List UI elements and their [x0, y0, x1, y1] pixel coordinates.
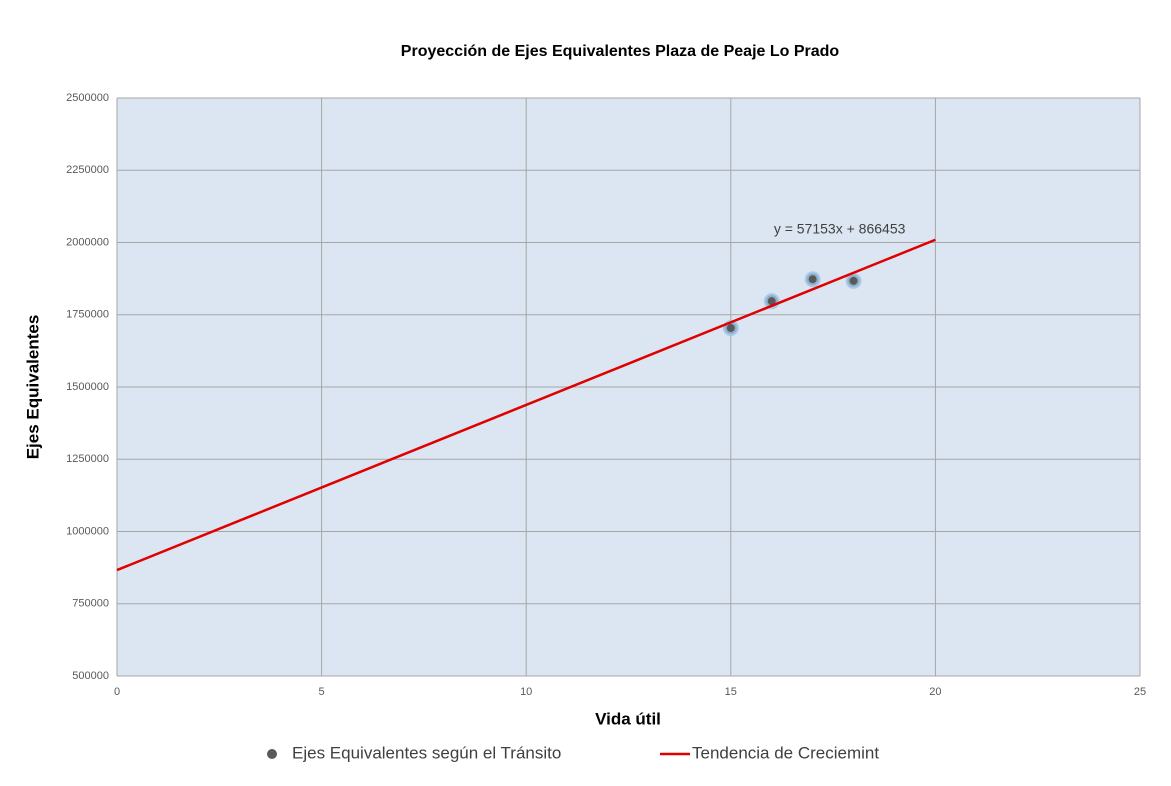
x-axis-label: Vida útil	[595, 709, 661, 728]
y-tick-label: 500000	[72, 670, 109, 682]
y-tick-label: 2500000	[66, 92, 109, 104]
y-tick-label: 1500000	[66, 381, 109, 393]
y-tick-label: 2250000	[66, 164, 109, 176]
y-axis-label: Ejes Equivalentes	[23, 315, 42, 460]
y-tick-label: 1000000	[66, 525, 109, 537]
y-tick-label: 1750000	[66, 309, 109, 321]
x-tick-label: 5	[319, 686, 325, 698]
legend-marker	[267, 749, 277, 759]
point	[845, 272, 862, 289]
chart-title: Proyección de Ejes Equivalentes Plaza de…	[401, 43, 840, 60]
annotation: y = 57153x + 866453	[774, 220, 906, 236]
legend-label: Tendencia de Creciemint	[692, 743, 879, 762]
y-tick-label: 1250000	[66, 453, 109, 465]
x-tick-label: 25	[1134, 686, 1146, 698]
y-tick-label: 2000000	[66, 236, 109, 248]
y-tick-label: 750000	[72, 598, 109, 610]
legend-label: Ejes Equivalentes según el Tránsito	[292, 743, 561, 762]
point	[804, 271, 821, 288]
trend-line	[116, 238, 936, 572]
x-tick-label: 20	[929, 686, 941, 698]
x-tick-label: 0	[114, 686, 120, 698]
x-tick-label: 10	[520, 686, 532, 698]
x-tick-label: 15	[725, 686, 737, 698]
